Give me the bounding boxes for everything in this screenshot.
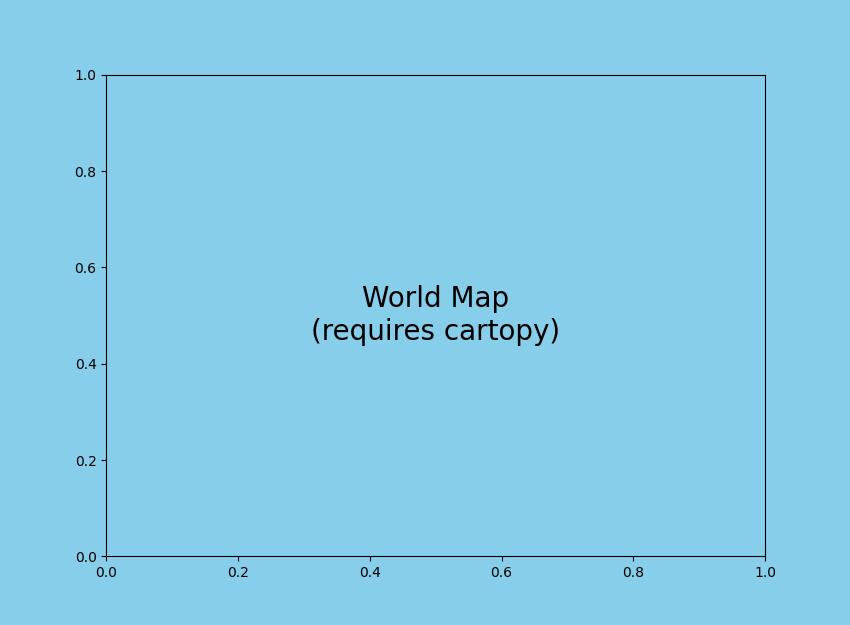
Text: World Map
(requires cartopy): World Map (requires cartopy): [311, 286, 560, 346]
Ellipse shape: [122, 104, 749, 528]
